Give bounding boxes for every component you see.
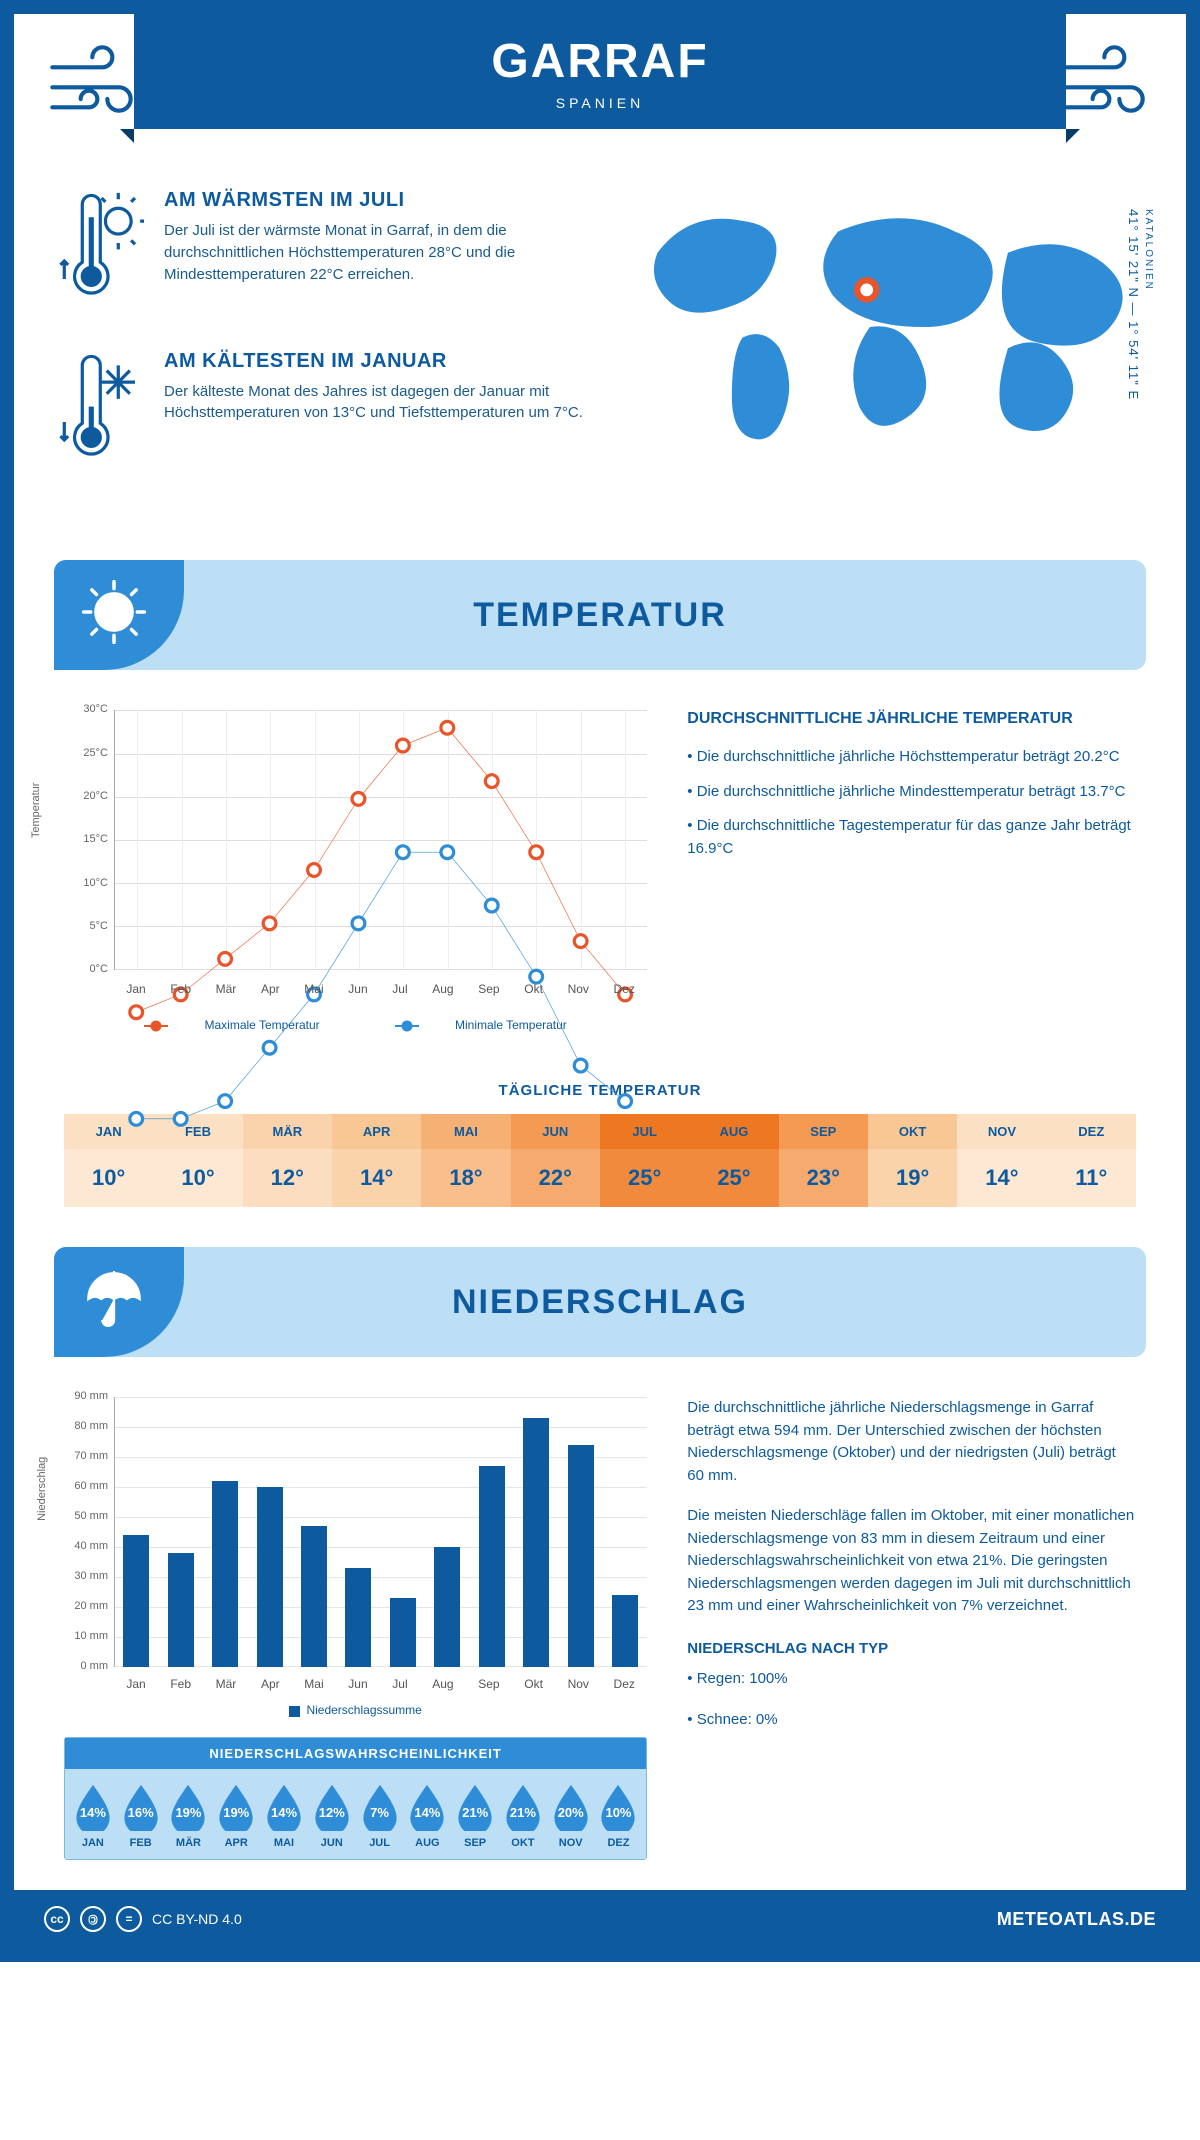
precip-prob-cell: 19%APR <box>212 1783 260 1849</box>
precip-prob-cell: 10%DEZ <box>595 1783 643 1849</box>
precipitation-banner: NIEDERSCHLAG <box>54 1247 1146 1357</box>
warmest-fact: AM WÄRMSTEN IM JULI Der Juli ist der wär… <box>54 189 585 310</box>
temp-bullet: • Die durchschnittliche jährliche Höchst… <box>687 746 1136 769</box>
precip-prob-cell: 19%MÄR <box>165 1783 213 1849</box>
precip-p2: Die meisten Niederschläge fallen im Okto… <box>687 1505 1136 1618</box>
world-map <box>615 189 1146 470</box>
wind-icon <box>1056 34 1156 134</box>
thermometer-sun-icon <box>54 189 144 310</box>
daily-temp-cell: NOV14° <box>957 1114 1046 1207</box>
nd-icon: = <box>116 1906 142 1932</box>
precip-bar <box>345 1568 371 1667</box>
precip-probability-box: NIEDERSCHLAGSWAHRSCHEINLICHKEIT 14%JAN16… <box>64 1737 647 1860</box>
precipitation-summary: Die durchschnittliche jährliche Niedersc… <box>687 1397 1136 1860</box>
precip-bar <box>434 1547 460 1667</box>
site-name: METEOATLAS.DE <box>997 1909 1156 1930</box>
precip-prob-cell: 21%OKT <box>499 1783 547 1849</box>
precip-prob-cell: 14%MAI <box>260 1783 308 1849</box>
region-label: KATALONIEN <box>1143 209 1154 291</box>
precip-prob-cell: 14%JAN <box>69 1783 117 1849</box>
title-banner: GARRAF SPANIEN <box>134 14 1066 129</box>
precip-prob-cell: 7%JUL <box>356 1783 404 1849</box>
precip-bar <box>212 1481 238 1667</box>
license-label: CC BY-ND 4.0 <box>152 1911 242 1927</box>
precip-prob-cell: 14%AUG <box>403 1783 451 1849</box>
coordinates: KATALONIEN 41° 15' 21" N — 1° 54' 11" E <box>1126 209 1156 400</box>
footer: cc 🄯 = CC BY-ND 4.0 METEOATLAS.DE <box>14 1890 1186 1948</box>
sun-icon <box>54 560 184 670</box>
location-country: SPANIEN <box>134 95 1066 111</box>
precip-bar <box>168 1553 194 1667</box>
temperature-line-chart: Temperatur 0°C5°C10°C15°C20°C25°C30°C Ja… <box>64 710 647 1032</box>
precip-bar <box>301 1526 327 1667</box>
cc-icon: cc <box>44 1906 70 1932</box>
precip-chart-legend: Niederschlagssumme <box>64 1703 647 1717</box>
coldest-fact: AM KÄLTESTEN IM JANUAR Der kälteste Mona… <box>54 350 585 471</box>
temperature-heading: TEMPERATUR <box>473 596 727 635</box>
precip-prob-cell: 20%NOV <box>547 1783 595 1849</box>
daily-temp-cell: SEP23° <box>779 1114 868 1207</box>
coords-value: 41° 15' 21" N — 1° 54' 11" E <box>1126 209 1141 400</box>
precip-bar <box>523 1418 549 1667</box>
wind-icon <box>44 34 144 134</box>
temp-bullet: • Die durchschnittliche jährliche Mindes… <box>687 781 1136 804</box>
precip-bar <box>479 1466 505 1667</box>
precip-bar <box>257 1487 283 1667</box>
precip-by-type-title: NIEDERSCHLAG NACH TYP <box>687 1638 1136 1661</box>
precip-bar <box>390 1598 416 1667</box>
coldest-title: AM KÄLTESTEN IM JANUAR <box>164 350 585 373</box>
precip-type-item: • Regen: 100% <box>687 1668 1136 1691</box>
precip-prob-title: NIEDERSCHLAGSWAHRSCHEINLICHKEIT <box>65 1738 646 1769</box>
daily-temp-cell: DEZ11° <box>1047 1114 1136 1207</box>
precip-bar <box>568 1445 594 1667</box>
infographic-page: GARRAF SPANIEN AM WÄRMSTEN IM JULI Der J… <box>0 0 1200 1962</box>
daily-temp-cell: OKT19° <box>868 1114 957 1207</box>
temp-summary-title: DURCHSCHNITTLICHE JÄHRLICHE TEMPERATUR <box>687 710 1136 728</box>
thermometer-snow-icon <box>54 350 144 471</box>
precip-prob-cell: 21%SEP <box>451 1783 499 1849</box>
precip-type-item: • Schnee: 0% <box>687 1709 1136 1732</box>
daily-temp-cell: AUG25° <box>689 1114 778 1207</box>
attribution-icon: 🄯 <box>80 1906 106 1932</box>
coldest-text: Der kälteste Monat des Jahres ist dagege… <box>164 381 585 425</box>
precipitation-heading: NIEDERSCHLAG <box>452 1283 748 1322</box>
location-title: GARRAF <box>134 34 1066 89</box>
temperature-summary: DURCHSCHNITTLICHE JÄHRLICHE TEMPERATUR •… <box>687 710 1136 1032</box>
precip-p1: Die durchschnittliche jährliche Niedersc… <box>687 1397 1136 1487</box>
umbrella-icon <box>54 1247 184 1357</box>
precip-bar <box>123 1535 149 1667</box>
temp-chart-ylabel: Temperatur <box>30 783 42 839</box>
precip-chart-ylabel: Niederschlag <box>36 1457 48 1521</box>
intro-section: AM WÄRMSTEN IM JULI Der Juli ist der wär… <box>14 129 1186 540</box>
legend-precip: Niederschlagssumme <box>306 1703 421 1717</box>
temperature-banner: TEMPERATUR <box>54 560 1146 670</box>
temp-bullet: • Die durchschnittliche Tagestemperatur … <box>687 815 1136 860</box>
precip-prob-cell: 16%FEB <box>117 1783 165 1849</box>
precipitation-bar-chart: Niederschlag 0 mm10 mm20 mm30 mm40 mm50 … <box>64 1397 647 1697</box>
precip-bar <box>612 1595 638 1667</box>
precip-prob-cell: 12%JUN <box>308 1783 356 1849</box>
warmest-text: Der Juli ist der wärmste Monat in Garraf… <box>164 220 585 285</box>
warmest-title: AM WÄRMSTEN IM JULI <box>164 189 585 212</box>
